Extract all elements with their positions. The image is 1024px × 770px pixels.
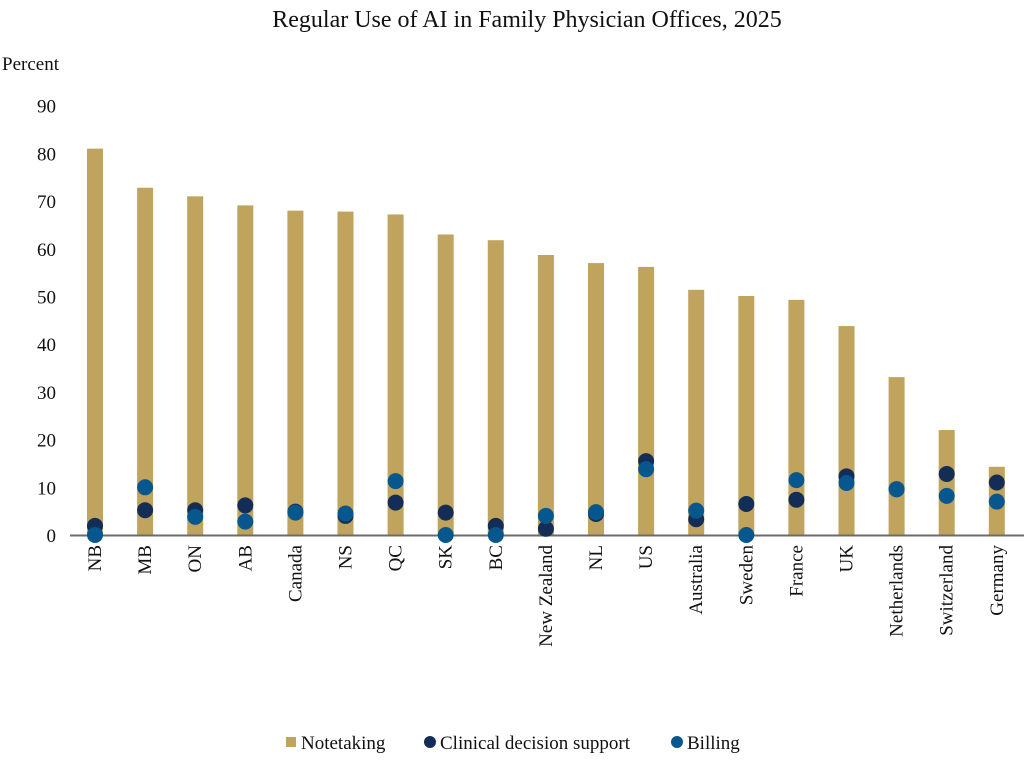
bar-notetaking xyxy=(237,205,254,535)
legend-item: Clinical decision support xyxy=(424,733,631,754)
bar-notetaking xyxy=(337,211,354,535)
dot-clinical-decision-support xyxy=(938,465,955,482)
dot-billing xyxy=(437,527,454,543)
x-tick-label: UK xyxy=(837,545,858,573)
y-axis-label: Percent xyxy=(2,54,60,75)
x-tick-label: NS xyxy=(336,545,357,569)
x-tick-label: ON xyxy=(185,545,206,573)
bar-notetaking xyxy=(387,214,404,535)
y-tick-label: 70 xyxy=(37,192,56,213)
bar-notetaking xyxy=(838,326,855,535)
dot-billing xyxy=(688,502,705,519)
legend-label: Notetaking xyxy=(301,733,386,754)
bar-notetaking xyxy=(537,255,554,535)
dot-billing xyxy=(988,493,1005,510)
dot-billing xyxy=(137,479,154,496)
bar-notetaking xyxy=(938,430,955,535)
y-tick-label: 10 xyxy=(37,478,56,499)
dot-clinical-decision-support xyxy=(988,474,1005,491)
dot-billing xyxy=(738,527,755,543)
bar-notetaking xyxy=(287,210,304,535)
legend-label: Billing xyxy=(687,733,740,754)
bar-notetaking xyxy=(688,289,705,535)
dot-billing xyxy=(337,505,354,522)
dot-clinical-decision-support xyxy=(437,504,454,521)
bar-notetaking xyxy=(137,187,154,535)
x-tick-label: France xyxy=(786,545,807,597)
dot-billing xyxy=(938,487,955,504)
dot-billing xyxy=(287,504,304,521)
y-tick-label: 90 xyxy=(37,97,56,118)
x-tick-label: Netherlands xyxy=(887,545,908,637)
y-tick-label: 60 xyxy=(37,240,56,261)
bar-notetaking xyxy=(487,240,504,536)
x-tick-label: US xyxy=(636,545,657,569)
dot-clinical-decision-support xyxy=(387,494,404,511)
dot-clinical-decision-support xyxy=(237,497,254,514)
legend-item: Notetaking xyxy=(286,733,386,754)
x-tick-label: New Zealand xyxy=(536,545,557,647)
legend-item: Billing xyxy=(671,733,740,754)
y-tick-label: 0 xyxy=(47,526,57,547)
x-tick-label: NL xyxy=(586,545,607,570)
bar-notetaking xyxy=(588,263,604,535)
dot-clinical-decision-support xyxy=(537,520,554,537)
x-tick-label: AB xyxy=(235,545,256,571)
bar-notetaking xyxy=(638,266,655,535)
y-tick-label: 80 xyxy=(37,144,56,165)
dot-billing xyxy=(87,527,103,543)
dot-billing xyxy=(187,508,204,525)
bar-notetaking xyxy=(738,296,755,535)
legend-label: Clinical decision support xyxy=(440,733,631,754)
dot-billing xyxy=(387,473,404,490)
x-tick-label: NB xyxy=(85,545,106,571)
legend-swatch xyxy=(671,736,683,748)
bar-notetaking xyxy=(437,234,454,536)
y-tick-label: 20 xyxy=(37,431,56,452)
y-tick-label: 40 xyxy=(37,335,56,356)
dot-clinical-decision-support xyxy=(137,502,154,519)
bar-notetaking xyxy=(87,148,103,535)
legend-swatch xyxy=(286,737,296,747)
x-tick-label: Australia xyxy=(686,544,707,614)
dot-billing xyxy=(838,475,855,492)
dot-billing xyxy=(888,481,905,498)
x-tick-label: Switzerland xyxy=(937,545,958,636)
y-tick-label: 30 xyxy=(37,383,56,404)
dot-billing xyxy=(487,527,504,543)
x-tick-label: Sweden xyxy=(736,545,757,606)
dot-billing xyxy=(588,504,604,521)
dot-billing xyxy=(638,461,655,478)
dot-billing xyxy=(788,472,805,489)
x-tick-label: Germany xyxy=(987,545,1008,616)
chart-title: Regular Use of AI in Family Physician Of… xyxy=(272,7,781,33)
bar-notetaking xyxy=(187,196,204,535)
legend-swatch xyxy=(424,736,436,748)
y-tick-label: 50 xyxy=(37,288,56,309)
dot-billing xyxy=(537,507,554,524)
x-tick-label: BC xyxy=(486,545,507,570)
x-tick-label: MB xyxy=(135,545,156,575)
bar-notetaking xyxy=(888,377,905,535)
dot-clinical-decision-support xyxy=(738,495,755,512)
x-tick-label: Canada xyxy=(285,544,306,602)
dot-billing xyxy=(237,513,254,530)
dot-clinical-decision-support xyxy=(788,491,805,508)
x-tick-label: SK xyxy=(436,545,457,570)
x-tick-label: QC xyxy=(386,545,407,571)
